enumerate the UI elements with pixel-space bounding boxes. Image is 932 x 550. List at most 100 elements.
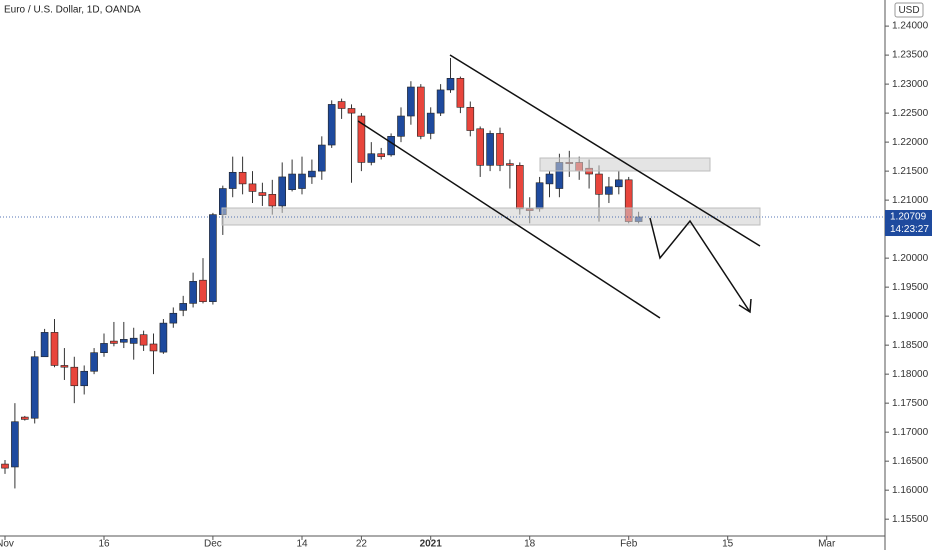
chart-title: Euro / U.S. Dollar, 1D, OANDA [4, 5, 141, 16]
y-tick-label: 1.18000 [892, 369, 929, 380]
candle-body [515, 165, 524, 210]
support-zone [221, 207, 761, 226]
last-price-box [885, 210, 932, 224]
y-tick-label: 1.16000 [892, 485, 929, 496]
x-tick-label: 16 [98, 539, 110, 550]
candle-body [367, 153, 376, 163]
candle-body [506, 163, 514, 166]
currency: USD [898, 5, 919, 16]
y-tick-label: 1.22000 [892, 137, 929, 148]
resistance-zone [539, 157, 711, 172]
y-tick-label: 1.22500 [892, 108, 929, 119]
y-tick-label: 1.19000 [892, 311, 929, 322]
candle-body [357, 115, 366, 163]
candles [1, 58, 643, 489]
candle-body [258, 192, 267, 196]
candle-body [327, 104, 336, 146]
candle-body [486, 133, 494, 166]
candle-body [248, 183, 257, 192]
x-tick-label: 18 [524, 539, 536, 550]
x-tick-label: 14 [296, 539, 308, 550]
countdown-label: 14:23:27 [890, 224, 929, 235]
candle-body [416, 86, 425, 137]
candle-body [446, 78, 455, 91]
x-tick-label: Dec [204, 539, 222, 550]
candle-body [288, 173, 296, 190]
candle-body [159, 322, 168, 353]
candle-body [70, 366, 79, 387]
candle-body [466, 107, 475, 131]
candle-body [30, 356, 39, 419]
candle-body [377, 153, 386, 157]
y-tick-label: 1.23500 [892, 50, 929, 61]
x-tick-label: Feb [620, 539, 638, 550]
candle-body [337, 101, 346, 109]
y-tick-label: 1.15500 [892, 514, 929, 525]
y-tick-label: 1.17000 [892, 427, 929, 438]
candle-body [407, 86, 415, 117]
x-tick-label: 2021 [420, 539, 443, 550]
candle-body [496, 133, 504, 166]
x-tick-label: 22 [356, 539, 368, 550]
candle-body [1, 463, 9, 469]
x-tick-label: 15 [722, 539, 734, 550]
trendline-lower [357, 120, 661, 319]
candle-body [120, 339, 128, 343]
currency-box [894, 2, 924, 18]
candle-body [100, 343, 108, 353]
trendline-upper [449, 54, 761, 247]
candle-body [545, 173, 554, 185]
candle-body [535, 182, 544, 210]
y-tick-label: 1.16500 [892, 456, 929, 467]
candle-body [456, 78, 465, 108]
candle-body [11, 421, 19, 468]
candle-body [426, 112, 435, 134]
candle-body [40, 332, 49, 358]
candle-body [397, 115, 405, 137]
y-tick-label: 1.24000 [892, 21, 929, 32]
candle-body [179, 303, 187, 311]
candle-body [20, 416, 29, 420]
y-tick-label: 1.18500 [892, 340, 929, 351]
candle-body [436, 89, 445, 114]
countdown-box [885, 223, 932, 237]
candle-body [228, 171, 237, 189]
candle-body [308, 170, 316, 178]
y-tick-label: 1.23000 [892, 79, 929, 90]
candle-body [50, 332, 59, 366]
candle-body [387, 136, 395, 156]
candle-body [129, 337, 138, 344]
candle-body [238, 171, 247, 185]
candle-body [169, 312, 178, 324]
candle-body [614, 179, 623, 188]
candle-body [595, 173, 603, 195]
candle-body [298, 173, 306, 189]
last-price-label: 1.20709 [890, 212, 927, 223]
y-tick-label: 1.19500 [892, 282, 929, 293]
candle-body [605, 186, 613, 195]
candle-body [268, 194, 277, 207]
candle-body [149, 343, 158, 352]
x-tick-label: Mar [818, 539, 836, 550]
y-tick-label: 1.17500 [892, 398, 929, 409]
candle-body [60, 365, 69, 368]
candle-body [80, 370, 88, 387]
y-tick-label: 1.21000 [892, 195, 929, 206]
candle-body [199, 279, 207, 302]
candle-body [90, 352, 98, 372]
candle-body [110, 340, 118, 344]
candle-body [139, 334, 148, 346]
candle-body [189, 281, 197, 304]
candle-body [347, 108, 356, 114]
y-tick-label: 1.20000 [892, 253, 929, 264]
candle-body [209, 214, 217, 302]
arrow-head [738, 298, 752, 314]
y-tick-label: 1.21500 [892, 166, 929, 177]
candle-body [317, 144, 326, 172]
axes: 1.15500 1.16000 1.16500 1.17000 1.17500 1.180… [0, 21, 932, 550]
candle-body [278, 176, 287, 207]
projection-arrow [649, 217, 751, 313]
